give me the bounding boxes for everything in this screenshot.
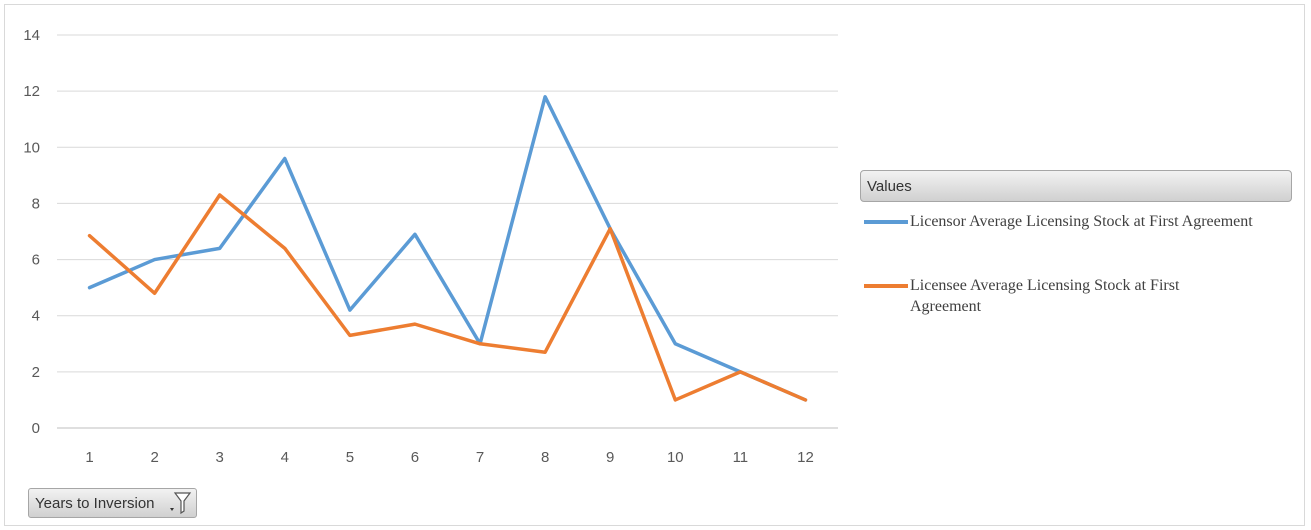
legend-swatch-licensor — [864, 220, 908, 224]
y-tick-label: 6 — [32, 252, 40, 269]
x-tick-label: 8 — [541, 449, 549, 466]
x-tick-label: 2 — [150, 449, 158, 466]
x-axis-ticks: 1 2 3 4 5 6 7 8 9 10 11 12 — [85, 449, 813, 466]
filter-icon[interactable] — [166, 491, 192, 515]
y-tick-label: 10 — [23, 139, 40, 156]
legend-item-licensee[interactable]: Licensee Average Licensing Stock at Firs… — [864, 275, 1220, 317]
y-tick-label: 12 — [23, 83, 40, 100]
legend-title-button[interactable]: Values — [860, 170, 1292, 202]
gridlines — [57, 34, 838, 429]
y-tick-label: 14 — [23, 27, 40, 44]
x-tick-label: 5 — [346, 449, 354, 466]
x-tick-label: 10 — [667, 449, 684, 466]
series-lines — [87, 95, 808, 402]
x-tick-label: 7 — [476, 449, 484, 466]
series-line-licensee — [87, 193, 808, 402]
x-tick-label: 11 — [733, 449, 749, 466]
x-tick-label: 4 — [281, 449, 289, 466]
legend-label-licensee: Licensee Average Licensing Stock at Firs… — [910, 277, 1180, 315]
y-axis-ticks: 0 2 4 6 8 10 12 14 — [23, 27, 40, 437]
series-line-licensor — [87, 95, 808, 402]
legend-swatch-licensee — [864, 284, 908, 288]
y-tick-label: 8 — [32, 195, 40, 212]
y-tick-label: 4 — [32, 308, 40, 325]
x-tick-label: 6 — [411, 449, 419, 466]
x-tick-label: 1 — [85, 449, 93, 466]
legend-item-licensor[interactable]: Licensor Average Licensing Stock at Firs… — [864, 211, 1310, 232]
x-tick-label: 12 — [797, 449, 814, 466]
years-to-inversion-field-button[interactable]: Years to Inversion — [28, 488, 197, 518]
legend-label-licensor: Licensor Average Licensing Stock at Firs… — [910, 213, 1253, 230]
field-button-label: Years to Inversion — [35, 494, 155, 512]
y-tick-label: 0 — [32, 420, 40, 437]
x-tick-label: 9 — [606, 449, 614, 466]
y-tick-label: 2 — [32, 364, 40, 381]
x-tick-label: 3 — [216, 449, 224, 466]
